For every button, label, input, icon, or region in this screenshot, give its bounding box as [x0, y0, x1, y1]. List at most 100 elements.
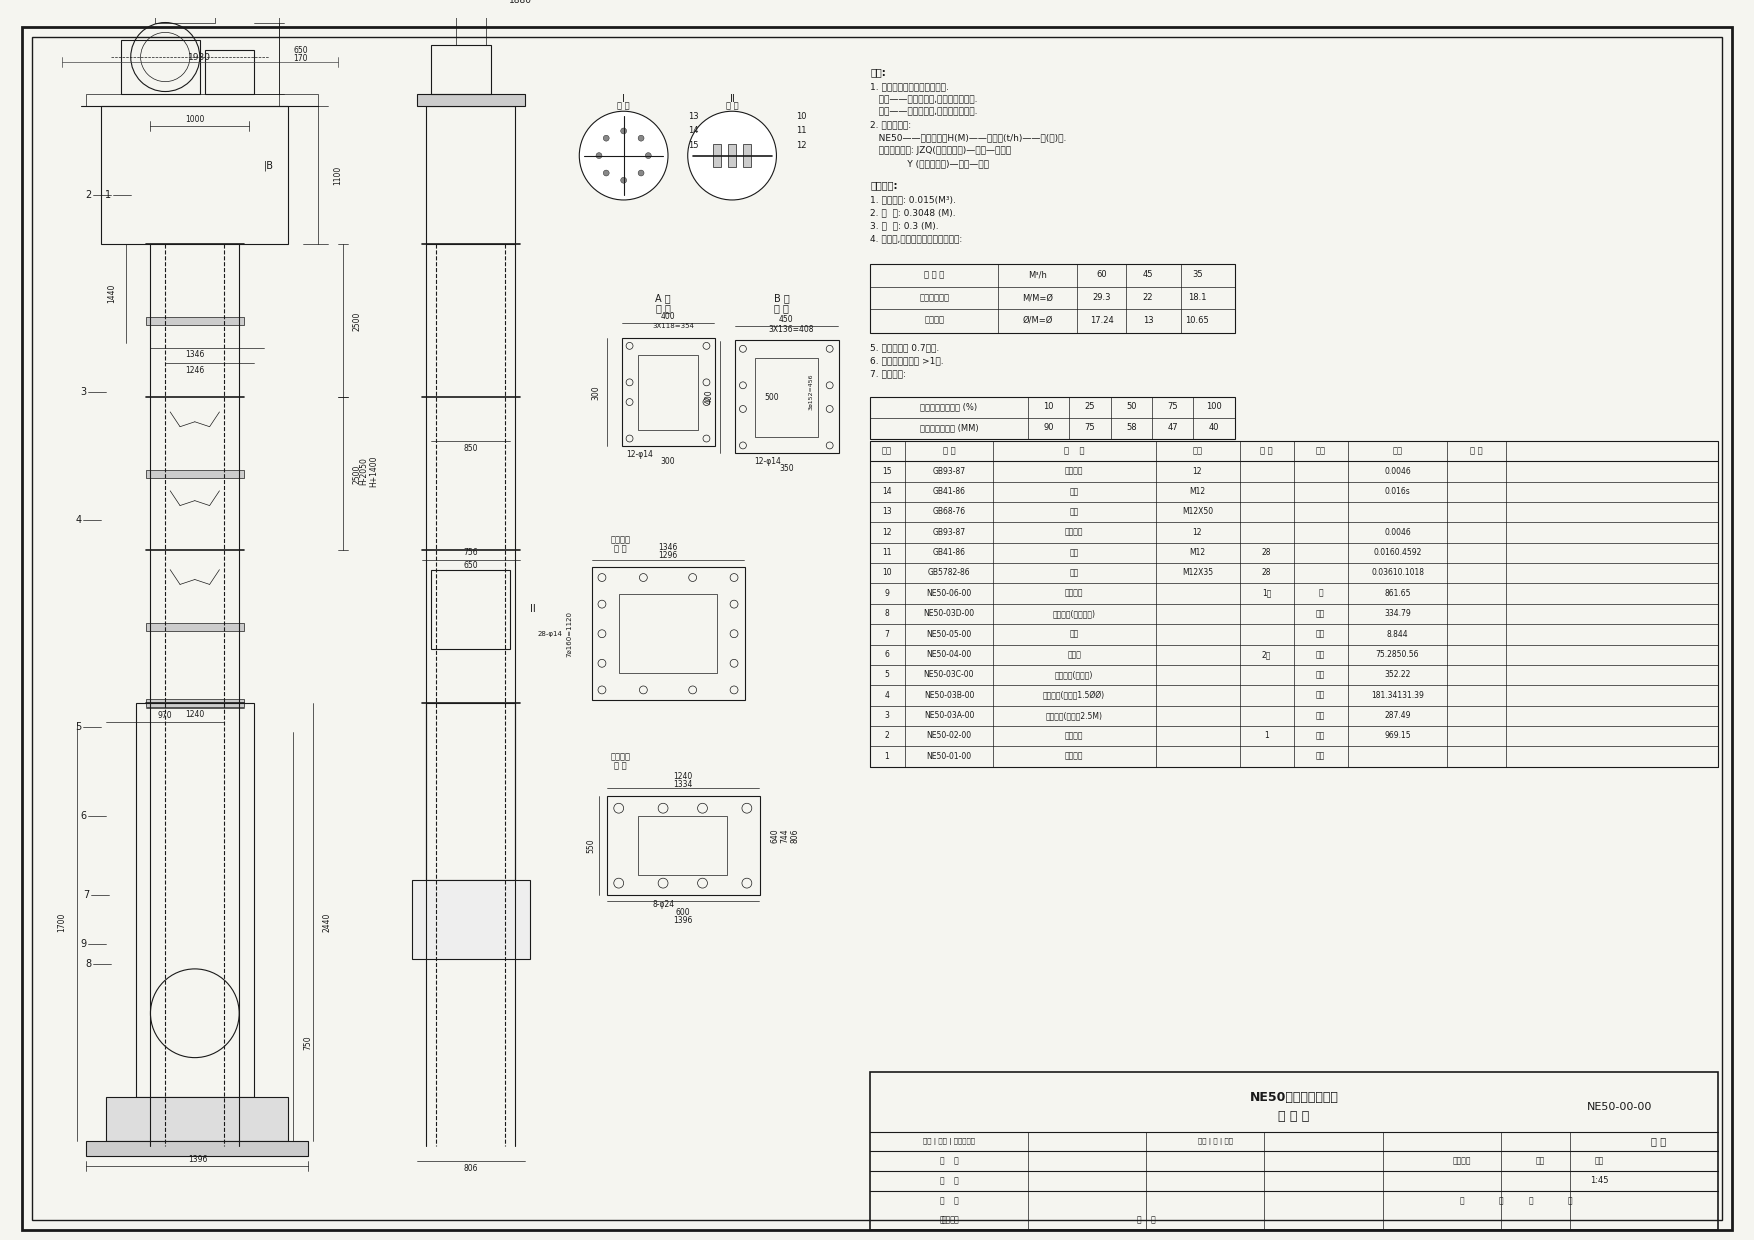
Circle shape — [579, 112, 668, 200]
Text: 中部机壳(标准节1.5ØØ): 中部机壳(标准节1.5ØØ) — [1044, 691, 1105, 699]
Text: 中部机壳(带检修门): 中部机壳(带检修门) — [1052, 609, 1096, 619]
Text: 181.34131.39: 181.34131.39 — [1372, 691, 1424, 699]
Text: 3. 斗  宽: 0.3 (M).: 3. 斗 宽: 0.3 (M). — [870, 221, 938, 231]
Text: 58: 58 — [1126, 423, 1137, 433]
Text: 3X118=354: 3X118=354 — [652, 324, 695, 329]
Text: 10.65: 10.65 — [1186, 316, 1209, 325]
Text: 技术性能:: 技术性能: — [870, 180, 898, 190]
Text: 提 升 量: 提 升 量 — [924, 270, 944, 279]
Text: GB93-87: GB93-87 — [933, 466, 965, 476]
Text: 比例: 比例 — [1594, 1157, 1605, 1166]
Text: 75: 75 — [1168, 403, 1179, 412]
Text: 0.0046: 0.0046 — [1384, 528, 1410, 537]
Text: 牵引件线速度: 牵引件线速度 — [919, 293, 949, 303]
Text: 张: 张 — [1498, 1197, 1503, 1205]
Bar — [426, 703, 516, 880]
Text: NE50——提升机高度H(M)——提升量(t/h)——左(右)装.: NE50——提升机高度H(M)——提升量(t/h)——左(右)装. — [870, 134, 1066, 143]
Bar — [146, 622, 244, 631]
Text: 1000: 1000 — [186, 114, 205, 124]
Text: 驱动装置: 驱动装置 — [1065, 751, 1084, 761]
Text: 料斗: 料斗 — [1070, 630, 1079, 639]
Text: 2500: 2500 — [353, 464, 361, 484]
Text: 400: 400 — [705, 389, 714, 404]
Text: 970: 970 — [158, 711, 172, 720]
Text: 11: 11 — [796, 126, 807, 135]
Text: 1700: 1700 — [58, 913, 67, 932]
Text: 750: 750 — [303, 1035, 312, 1050]
Text: 7: 7 — [82, 890, 89, 900]
Text: 名    称: 名 称 — [1065, 446, 1084, 456]
Text: 75: 75 — [1084, 423, 1094, 433]
Text: 3X136=408: 3X136=408 — [768, 325, 814, 334]
Text: M12X35: M12X35 — [1182, 568, 1214, 578]
Bar — [870, 397, 1235, 439]
Circle shape — [688, 112, 777, 200]
Text: 12: 12 — [1193, 466, 1201, 476]
Text: 螺栓: 螺栓 — [1070, 568, 1079, 578]
Text: 1346: 1346 — [658, 543, 677, 553]
Text: 1334: 1334 — [674, 780, 693, 789]
Text: 11: 11 — [882, 548, 891, 557]
Text: 底座法兰: 底座法兰 — [610, 753, 631, 761]
Text: NE50-01-00: NE50-01-00 — [926, 751, 972, 761]
Text: 机壳法兰: 机壳法兰 — [610, 536, 631, 544]
Text: Ø/M=Ø: Ø/M=Ø — [1023, 316, 1052, 325]
Circle shape — [603, 135, 609, 141]
Bar — [754, 357, 817, 436]
Text: NE50-00-00: NE50-00-00 — [1587, 1102, 1652, 1112]
Text: 1880: 1880 — [509, 0, 531, 5]
Text: 1296: 1296 — [658, 552, 677, 560]
Text: 代 号: 代 号 — [942, 446, 956, 456]
Text: 标准化: 标准化 — [942, 1215, 956, 1225]
Text: 标记 | 处数 | 更改文件号: 标记 | 处数 | 更改文件号 — [923, 1138, 975, 1145]
Text: NE50-06-00: NE50-06-00 — [926, 589, 972, 598]
Text: M/M=Ø: M/M=Ø — [1023, 293, 1052, 303]
Text: 0.016s: 0.016s — [1384, 487, 1410, 496]
Text: 17.24: 17.24 — [1089, 316, 1114, 325]
Text: 10: 10 — [796, 112, 807, 120]
Text: 287.49: 287.49 — [1384, 711, 1410, 720]
Text: 12: 12 — [882, 528, 891, 537]
Text: 640: 640 — [770, 828, 779, 843]
Text: NE50-04-00: NE50-04-00 — [926, 650, 972, 658]
Text: 12-φ14: 12-φ14 — [754, 456, 781, 466]
Text: 6: 6 — [81, 811, 86, 821]
Text: 12: 12 — [1193, 528, 1201, 537]
Text: 螺钉: 螺钉 — [1070, 507, 1079, 516]
Text: 左装——面对进料口,驱动装置在左侧.: 左装——面对进料口,驱动装置在左侧. — [870, 95, 977, 104]
Text: 7: 7 — [884, 630, 889, 639]
Text: 8: 8 — [86, 959, 91, 968]
Text: 5. 填充系数按 0.7计算.: 5. 填充系数按 0.7计算. — [870, 343, 940, 352]
Bar — [621, 339, 716, 446]
Text: 4. 提升量,牵引件线速度和主轴转速:: 4. 提升量,牵引件线速度和主轴转速: — [870, 234, 963, 243]
Text: 弹簧垫圈: 弹簧垫圈 — [1065, 466, 1084, 476]
Text: 352.22: 352.22 — [1384, 671, 1410, 680]
Text: 2. 斗  距: 0.3048 (M).: 2. 斗 距: 0.3048 (M). — [870, 208, 956, 217]
Text: 中部机壳(普通型): 中部机壳(普通型) — [1054, 671, 1093, 680]
Text: GB68-76: GB68-76 — [933, 507, 965, 516]
Bar — [412, 880, 530, 959]
Text: 806: 806 — [463, 1163, 479, 1173]
Text: 1440: 1440 — [107, 284, 116, 304]
Text: 47: 47 — [1168, 423, 1179, 433]
Bar — [105, 1097, 288, 1141]
Text: 650: 650 — [463, 562, 479, 570]
Text: 1: 1 — [884, 751, 889, 761]
Text: 右装——面对进料口,驱动装置在右侧.: 右装——面对进料口,驱动装置在右侧. — [870, 108, 977, 117]
Text: 3⌀152=456: 3⌀152=456 — [809, 374, 814, 410]
Text: 28: 28 — [1261, 568, 1272, 578]
Text: 下带盖配: 下带盖配 — [1065, 589, 1084, 598]
Text: 22: 22 — [1144, 293, 1154, 303]
Text: M12: M12 — [1189, 548, 1205, 557]
Text: GB5782-86: GB5782-86 — [928, 568, 970, 578]
Text: 2: 2 — [884, 732, 889, 740]
Text: 1. 料斗容积: 0.015(M³).: 1. 料斗容积: 0.015(M³). — [870, 196, 956, 205]
Text: 650: 650 — [293, 46, 309, 55]
Bar — [638, 355, 698, 430]
Text: 600: 600 — [675, 908, 689, 918]
Text: 10: 10 — [1044, 403, 1054, 412]
Text: 工    艺: 工 艺 — [940, 1197, 958, 1205]
Text: 15: 15 — [882, 466, 891, 476]
Text: 1套: 1套 — [1261, 589, 1272, 598]
Text: 300: 300 — [591, 384, 600, 399]
